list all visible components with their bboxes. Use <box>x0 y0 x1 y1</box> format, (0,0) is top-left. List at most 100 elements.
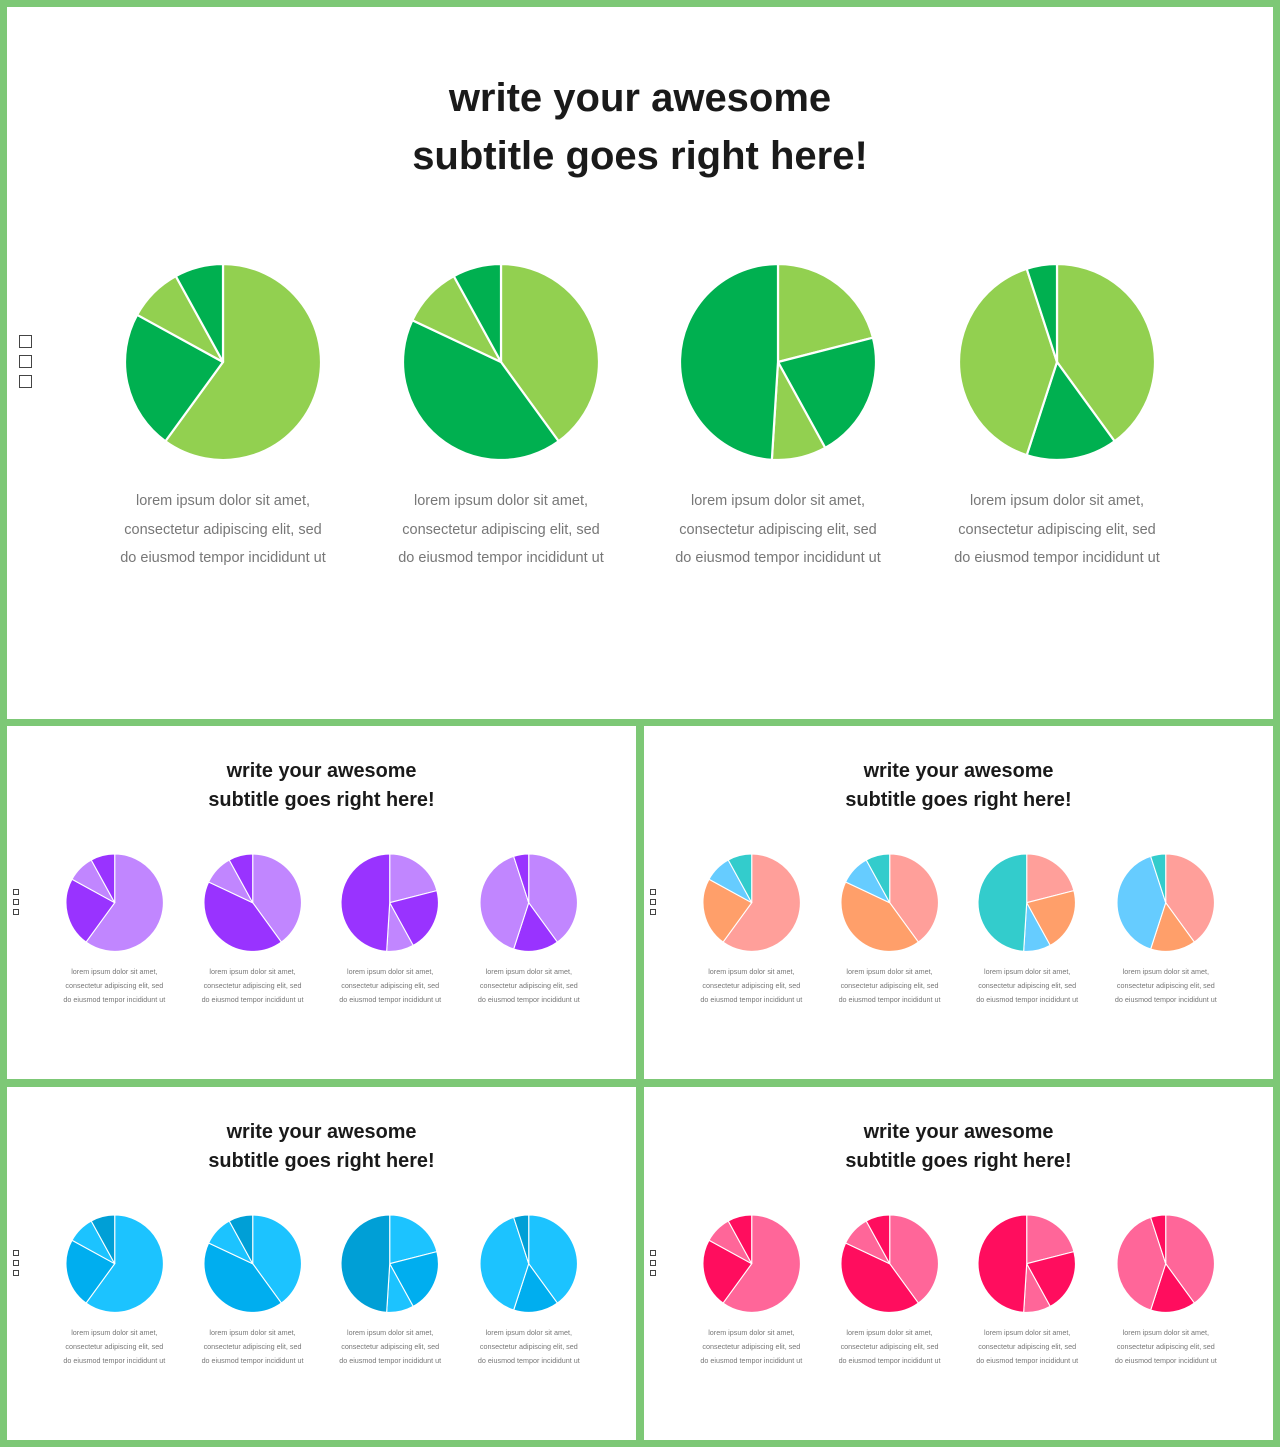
pie-slice <box>957 267 1059 457</box>
pie-caption-line: lorem ipsum dolor sit amet, <box>708 1327 795 1337</box>
slide-title-line: write your awesome <box>448 76 832 120</box>
pie-slice <box>702 1239 752 1304</box>
pie-slice <box>90 853 115 903</box>
pie-caption-line: consectetur adipiscing elit, sed <box>702 980 801 990</box>
pie-caption-line: do eiusmod tempor incididunt ut <box>477 1355 580 1365</box>
pie-slice <box>513 853 530 903</box>
pie-caption-line: consectetur adipiscing elit, sed <box>341 1341 440 1351</box>
pie-slice <box>865 1214 891 1264</box>
pie-caption-line: consectetur adipiscing elit, sed <box>341 980 440 990</box>
pie-slice <box>1026 1214 1075 1264</box>
marker-square-icon <box>19 355 32 368</box>
pie-caption-line: lorem ipsum dolor sit amet, <box>984 966 1071 976</box>
pie-caption: lorem ipsum dolor sit amet, consectetur a… <box>825 1326 954 1369</box>
pie-caption-line: lorem ipsum dolor sit amet, <box>347 1327 434 1337</box>
pie-caption-line: lorem ipsum dolor sit amet, <box>969 493 1145 509</box>
pie-slice <box>1026 889 1077 946</box>
slide-title: write your awesome subtitle goes right he… <box>7 757 636 815</box>
pie-slice <box>85 1214 164 1313</box>
pie-caption: lorem ipsum dolor sit amet, consectetur a… <box>963 1326 1092 1369</box>
pie-chart <box>65 853 164 952</box>
pie-chart-block: lorem ipsum dolor sit amet, consectetur a… <box>825 853 954 1004</box>
slide-title-line: subtitle goes right here! <box>208 788 435 811</box>
marker-square-icon <box>19 375 32 388</box>
marker-square-icon <box>12 1259 20 1267</box>
pie-chart <box>840 853 939 952</box>
pie-chart-block: lorem ipsum dolor sit amet, consectetur a… <box>825 1214 954 1365</box>
pie-caption-line: consectetur adipiscing elit, sed <box>978 1341 1077 1351</box>
pie-slice <box>251 1214 302 1304</box>
pie-caption-line: do eiusmod tempor incididunt ut <box>63 994 166 1004</box>
slide-title-line: write your awesome <box>226 759 417 782</box>
pie-caption-line: consectetur adipiscing elit, sed <box>1116 980 1215 990</box>
pie-chart <box>203 853 302 952</box>
pie-caption-line: lorem ipsum dolor sit amet, <box>708 966 795 976</box>
slide-title-line: write your awesome <box>863 759 1054 782</box>
pie-chart-block: lorem ipsum dolor sit amet, consectetur a… <box>326 853 455 1004</box>
pie-caption-line: consectetur adipiscing elit, sed <box>402 521 600 538</box>
pie-chart <box>203 1214 302 1313</box>
pie-caption-line: consectetur adipiscing elit, sed <box>679 521 877 538</box>
pie-chart <box>702 1214 801 1313</box>
pie-caption-line: consectetur adipiscing elit, sed <box>702 1341 801 1351</box>
slide-large: write your awesome subtitle goes right he… <box>7 7 1273 719</box>
pie-caption-line: lorem ipsum dolor sit amet, <box>846 966 933 976</box>
pie-caption-line: do eiusmod tempor incididunt ut <box>1114 1355 1217 1365</box>
pie-caption: lorem ipsum dolor sit amet, consectetur a… <box>1101 965 1230 1008</box>
pie-slice <box>479 855 530 950</box>
pie-caption-line: do eiusmod tempor incididunt ut <box>477 994 580 1004</box>
pie-chart <box>479 1214 579 1313</box>
pie-caption-line: do eiusmod tempor incididunt ut <box>201 1355 304 1365</box>
pie-caption-line: consectetur adipiscing elit, sed <box>479 980 578 990</box>
pie-slice <box>1025 360 1116 462</box>
marker-square-icon <box>12 908 20 916</box>
pie-caption: lorem ipsum dolor sit amet, consectetur a… <box>326 1326 455 1369</box>
pie-slice <box>888 1214 939 1304</box>
marker-square-icon <box>649 908 657 916</box>
slide-title: write your awesome subtitle goes right he… <box>7 69 1273 185</box>
slide-title-line: write your awesome <box>863 1120 1054 1143</box>
pie-slice <box>865 853 891 903</box>
pie-caption-line: do eiusmod tempor incididunt ut <box>201 994 304 1004</box>
pie-caption: lorem ipsum dolor sit amet, consectetur a… <box>963 965 1092 1008</box>
pie-chart-block: lorem ipsum dolor sit amet, consectetur a… <box>188 853 317 1004</box>
pie-slice <box>85 853 164 952</box>
marker-square-icon <box>649 1250 657 1257</box>
slide-title-line: subtitle goes right here! <box>845 1149 1072 1172</box>
pie-slice <box>499 262 601 443</box>
pie-chart-block: lorem ipsum dolor sit amet, consectetur a… <box>188 1214 317 1365</box>
pie-slice <box>251 853 302 943</box>
pie-caption-line: lorem ipsum dolor sit amet, <box>984 1327 1071 1337</box>
pie-caption: lorem ipsum dolor sit amet, consectetur a… <box>464 965 593 1008</box>
pie-chart-block: lorem ipsum dolor sit amet, consectetur a… <box>963 1214 1092 1365</box>
pie-chart-block: lorem ipsum dolor sit amet, consectetur a… <box>1101 853 1230 1004</box>
pie-slice <box>776 336 878 449</box>
marker-square-icon <box>12 1250 20 1257</box>
pie-slice <box>776 262 875 364</box>
pie-caption: lorem ipsum dolor sit amet, consectetur a… <box>188 1326 317 1369</box>
pie-caption-line: do eiusmod tempor incididunt ut <box>976 994 1079 1004</box>
pie-chart-block: lorem ipsum dolor sit amet, consectetur a… <box>927 262 1187 566</box>
pie-caption-line: lorem ipsum dolor sit amet, <box>1122 966 1209 976</box>
pie-caption: lorem ipsum dolor sit amet, consectetur a… <box>648 487 908 573</box>
slide-pink: write your awesome subtitle goes right he… <box>644 1087 1273 1440</box>
slide-title: write your awesome subtitle goes right he… <box>644 1118 1273 1176</box>
pie-caption-line: do eiusmod tempor incididunt ut <box>700 994 803 1004</box>
pie-caption: lorem ipsum dolor sit amet, consectetur a… <box>687 1326 816 1369</box>
pie-caption-line: do eiusmod tempor incididunt ut <box>339 994 442 1004</box>
pie-slice <box>1026 853 1075 903</box>
pie-caption-line: do eiusmod tempor incididunt ut <box>976 1355 1079 1365</box>
slide-title: write your awesome subtitle goes right he… <box>7 1118 636 1176</box>
pie-chart <box>479 853 579 952</box>
slide-title: write your awesome subtitle goes right he… <box>644 757 1273 815</box>
pie-slice <box>840 1242 919 1313</box>
slide-title-line: subtitle goes right here! <box>845 788 1072 811</box>
pie-caption-line: lorem ipsum dolor sit amet, <box>485 1327 572 1337</box>
slide-blue: write your awesome subtitle goes right he… <box>7 1087 636 1440</box>
pie-caption-line: do eiusmod tempor incididunt ut <box>398 550 604 566</box>
pie-slice <box>528 1214 579 1304</box>
pie-slice <box>727 853 752 903</box>
pie-chart <box>678 262 878 462</box>
pie-slice <box>678 262 780 461</box>
pie-slice <box>977 1214 1028 1313</box>
